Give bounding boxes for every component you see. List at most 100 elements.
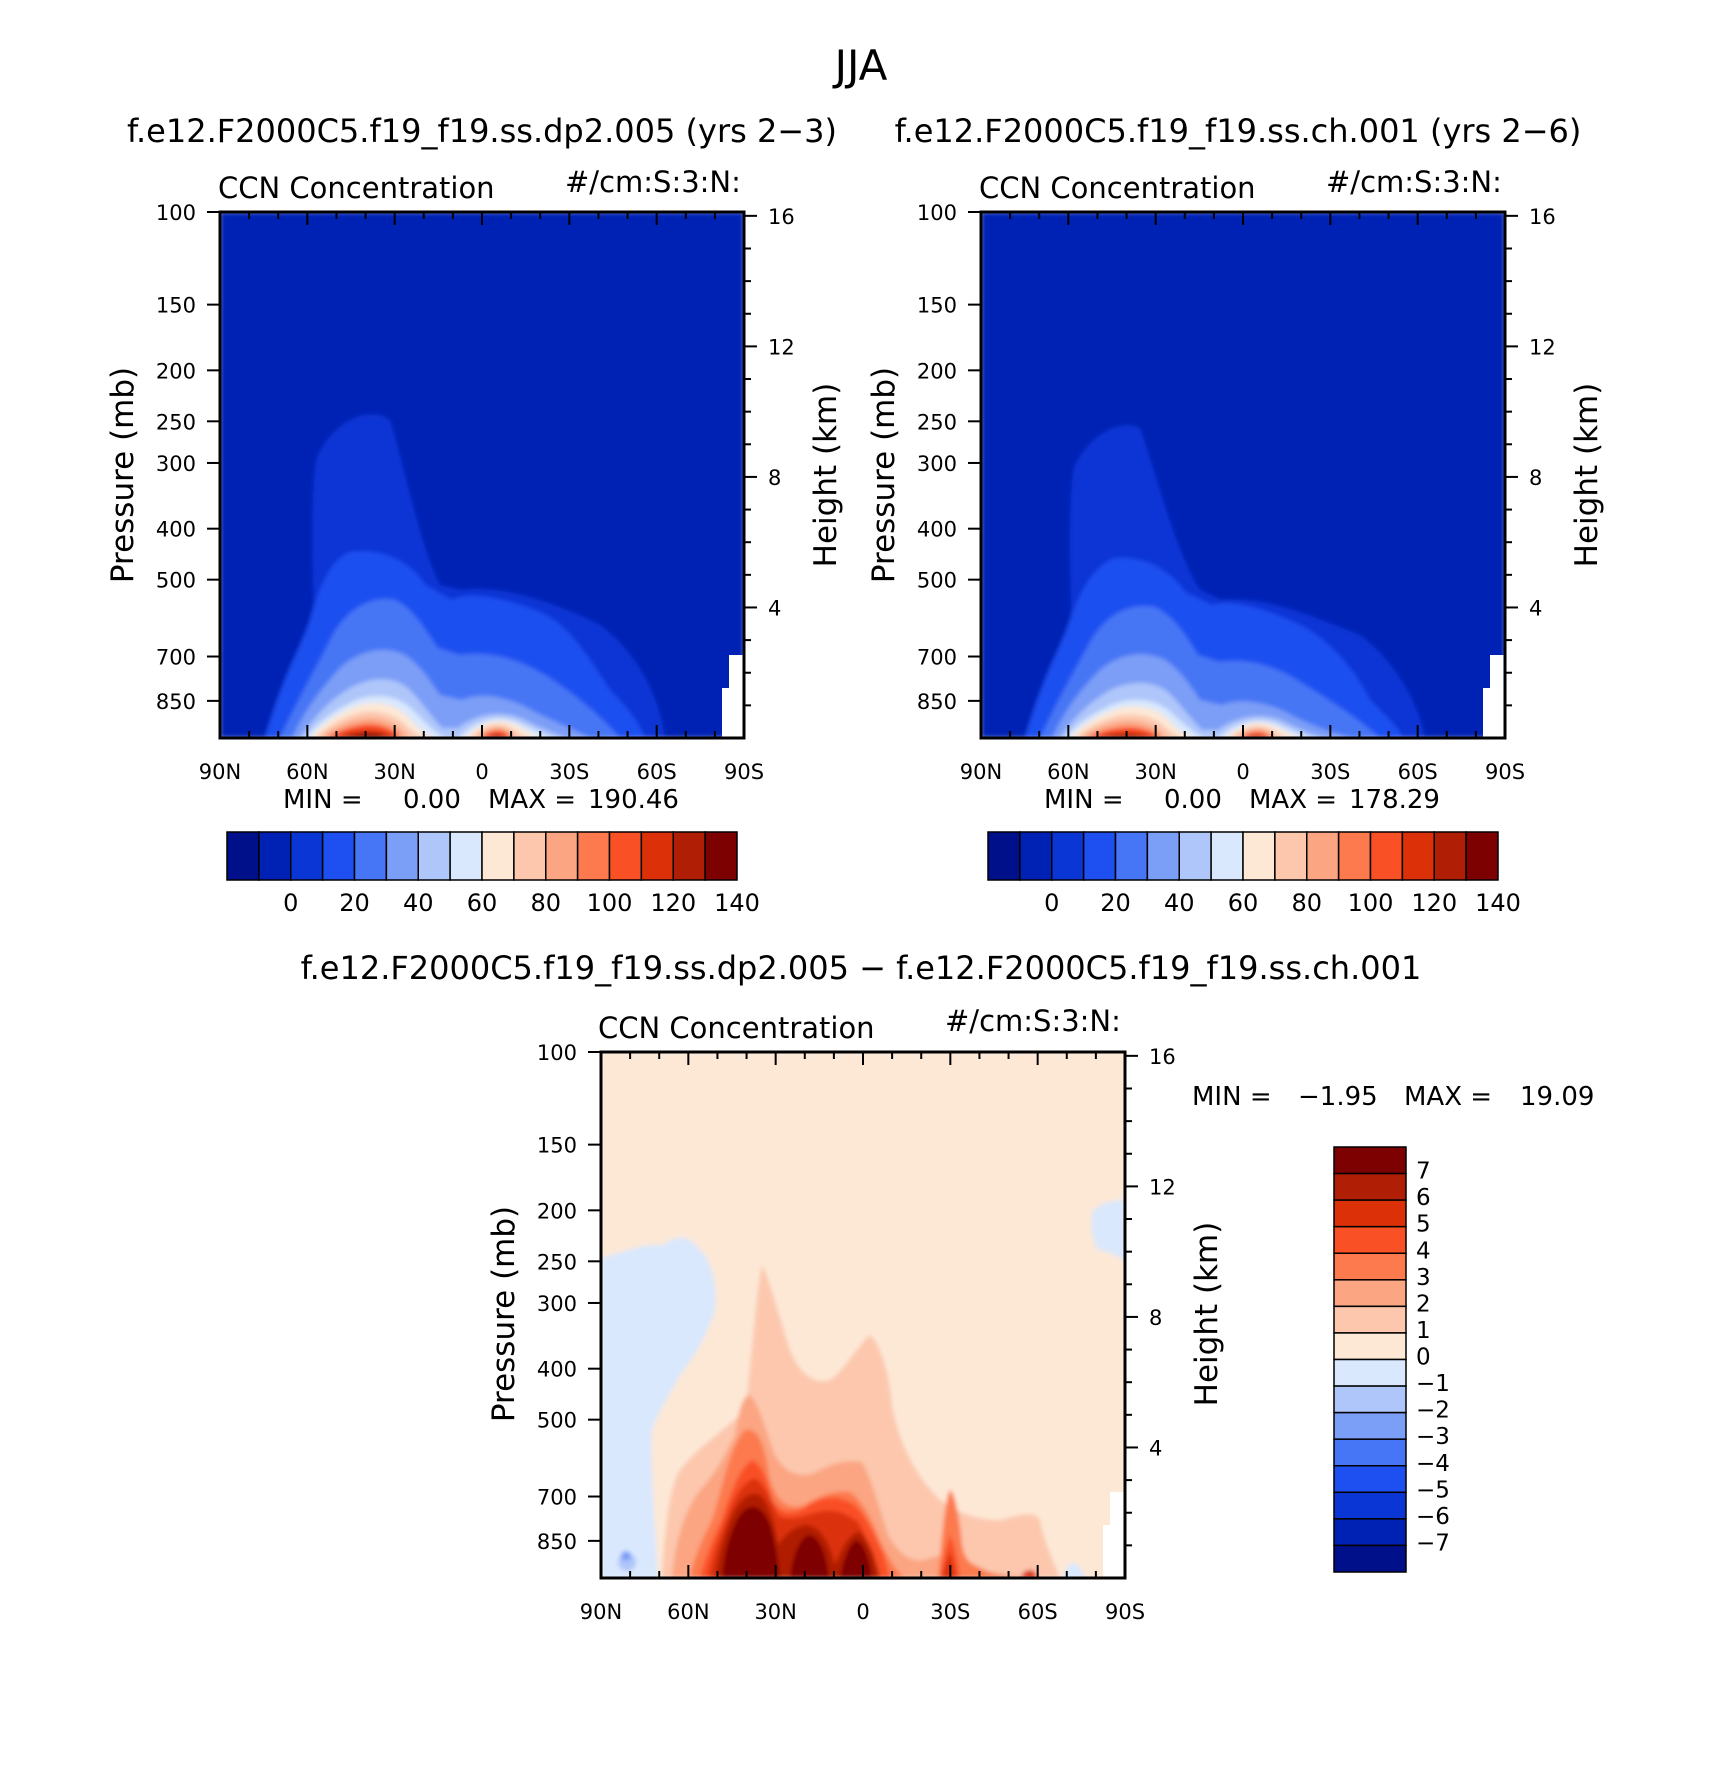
- y-tick-label: 150: [156, 294, 196, 318]
- figure-title: JJA: [832, 41, 888, 90]
- y-tick-label: 250: [917, 410, 957, 434]
- colorbar-label: 1: [1416, 1318, 1431, 1344]
- colorbar-swatch: [258, 831, 292, 881]
- y-axis-title: Pressure (mb): [486, 1206, 522, 1422]
- x-tick-label: 30S: [1310, 760, 1350, 784]
- colorbar-label: 60: [1228, 889, 1259, 917]
- colorbar-label: 20: [339, 889, 370, 917]
- colorbar-swatch: [1306, 831, 1340, 881]
- x-tick-label: 90S: [1105, 1600, 1145, 1624]
- colorbar-label: 20: [1100, 889, 1131, 917]
- colorbar-label: 140: [714, 889, 760, 917]
- colorbar-label: 40: [403, 889, 434, 917]
- y-axis-title: Pressure (mb): [866, 367, 902, 583]
- colorbar-swatch: [1333, 1465, 1407, 1494]
- colorbar-swatch: [1333, 1358, 1407, 1387]
- x-tick-label: 60S: [637, 760, 677, 784]
- y2-axis-title: Height (km): [1189, 1222, 1225, 1407]
- y-tick-label: 850: [917, 690, 957, 714]
- colorbar-swatch: [640, 831, 674, 881]
- y-axis-title: Pressure (mb): [105, 367, 141, 583]
- min-value: −1.95: [1298, 1082, 1378, 1112]
- y2-tick-label: 4: [1149, 1436, 1162, 1460]
- colorbar-swatch: [987, 831, 1021, 881]
- colorbar-swatch: [417, 831, 451, 881]
- colorbar-swatch: [1333, 1172, 1407, 1201]
- colorbar-label: 100: [1348, 889, 1394, 917]
- colorbar-right: 0 20 40 60 80 100 120 140: [987, 831, 1521, 917]
- y2-tick-label: 4: [768, 596, 781, 620]
- colorbar-swatch: [1333, 1518, 1407, 1547]
- y2-tick-label: 12: [1149, 1175, 1176, 1199]
- colorbar-swatch: [1274, 831, 1308, 881]
- x-tick-label: 60N: [286, 760, 328, 784]
- colorbar-swatch: [1337, 831, 1372, 881]
- y-tick-label: 250: [156, 410, 196, 434]
- x-tick-label: 30N: [373, 760, 415, 784]
- colorbar-swatch: [449, 831, 483, 881]
- y2-tick-label: 16: [768, 205, 795, 229]
- y-tick-label: 250: [537, 1250, 577, 1274]
- contour-field-bottom: [601, 1052, 1125, 1578]
- y-tick-label: 850: [537, 1530, 577, 1554]
- field-label: CCN Concentration: [979, 171, 1256, 205]
- colorbar-label: 140: [1475, 889, 1521, 917]
- y-tick-label: 850: [156, 690, 196, 714]
- y2-tick-label: 8: [1529, 466, 1542, 490]
- colorbar-swatch: [1333, 1199, 1407, 1228]
- contour-field-right: [981, 212, 1505, 738]
- y-tick-label: 400: [156, 518, 196, 542]
- panel-bottom: CCN Concentration #/cm:S:3:N: 90: [486, 1004, 1594, 1624]
- colorbar-label: 40: [1164, 889, 1195, 917]
- contour-field-left: [220, 212, 744, 738]
- y-tick-label: 500: [917, 569, 957, 593]
- colorbar-label: 4: [1416, 1238, 1431, 1264]
- colorbar-swatch: [672, 831, 706, 881]
- colorbar-label: 120: [1411, 889, 1457, 917]
- colorbar-swatch: [226, 831, 260, 881]
- colorbar-swatch: [1210, 831, 1244, 881]
- colorbar-label: 0: [283, 889, 298, 917]
- colorbar-swatch: [1333, 1279, 1407, 1308]
- colorbar-swatch: [1082, 831, 1117, 881]
- colorbar-label: −2: [1416, 1398, 1450, 1424]
- y2-axis-title: Height (km): [1569, 383, 1605, 568]
- max-value: 19.09: [1520, 1082, 1594, 1112]
- colorbar-swatch: [1051, 831, 1085, 881]
- colorbar-label: −7: [1416, 1530, 1450, 1556]
- x-tick-label: 30N: [1134, 760, 1176, 784]
- colorbar-label: 60: [467, 889, 498, 917]
- colorbar-label: 80: [530, 889, 561, 917]
- y-tick-label: 700: [537, 1486, 577, 1510]
- y2-tick-label: 8: [1149, 1306, 1162, 1330]
- min-value: 0.00: [403, 785, 461, 815]
- y2-tick-label: 12: [1529, 335, 1556, 359]
- colorbar-swatch: [1333, 1146, 1407, 1175]
- x-tick-label: 60N: [1047, 760, 1089, 784]
- y-tick-label: 150: [537, 1134, 577, 1158]
- max-label: MAX =: [1404, 1082, 1492, 1112]
- colorbar-swatch: [1369, 831, 1404, 881]
- colorbar-swatch: [704, 831, 738, 881]
- units-label: #/cm:S:3:N:: [565, 165, 741, 199]
- colorbar-label: 0: [1044, 889, 1059, 917]
- colorbar-swatch: [513, 831, 547, 881]
- y2-tick-label: 8: [768, 466, 781, 490]
- x-tick-label: 30S: [930, 1600, 970, 1624]
- colorbar-swatch: [1333, 1252, 1407, 1281]
- x-tick-label: 90N: [199, 760, 241, 784]
- colorbar-swatch: [608, 831, 643, 881]
- y-tick-label: 700: [156, 646, 196, 670]
- colorbar-label: −5: [1416, 1477, 1450, 1503]
- colorbar-label: 7: [1416, 1159, 1431, 1185]
- colorbar-swatch: [1333, 1491, 1407, 1520]
- y-tick-label: 300: [917, 452, 957, 476]
- x-tick-label: 60N: [667, 1600, 709, 1624]
- units-label: #/cm:S:3:N:: [1326, 165, 1502, 199]
- y-tick-label: 300: [156, 452, 196, 476]
- colorbar-swatch: [290, 831, 324, 881]
- colorbar-label: 5: [1416, 1212, 1431, 1238]
- y2-tick-label: 4: [1529, 596, 1542, 620]
